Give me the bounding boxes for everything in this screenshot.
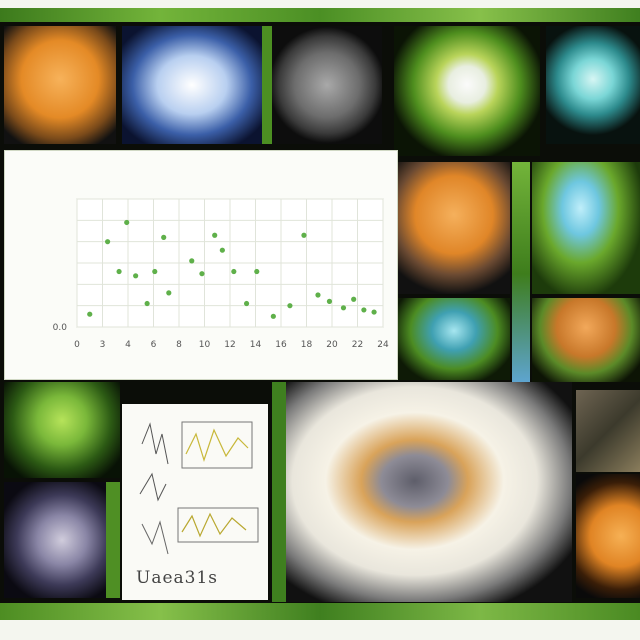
- x-tick-label: 20: [326, 340, 338, 350]
- data-point: [152, 268, 158, 275]
- notebook-sketch: Uaea31s: [122, 404, 268, 600]
- purple-cell-image: [4, 482, 120, 598]
- data-point: [199, 271, 205, 277]
- scatter-chart: 0 3 4 6 8 10 12 14 16 18 20 22 24 0.0: [53, 198, 389, 350]
- large-spore-cross-section-image: [286, 382, 572, 602]
- data-point: [144, 300, 150, 307]
- blue-cell-image: [122, 26, 262, 144]
- data-point: [166, 290, 172, 296]
- x-tick-label: 4: [125, 340, 131, 350]
- data-point: [340, 305, 347, 311]
- green-capsule-image: [398, 298, 510, 380]
- data-point: [243, 300, 250, 307]
- handwritten-scribble: Uaea31s: [136, 568, 219, 588]
- x-tick-label: 24: [377, 340, 389, 350]
- green-vertical-bar: [272, 382, 286, 602]
- orange-spore-image: [4, 26, 116, 144]
- orange-stalk-image: [532, 298, 640, 382]
- data-point: [124, 219, 130, 226]
- data-point: [351, 296, 357, 302]
- y-tick-label: 0.0: [53, 323, 68, 333]
- cyan-tentacle-image: [546, 26, 640, 144]
- chart-panel: 0 3 4 6 8 10 12 14 16 18 20 22 24 0.0: [4, 150, 398, 380]
- x-tick-label: 12: [224, 340, 235, 350]
- data-point: [116, 268, 122, 275]
- data-point: [270, 313, 276, 319]
- orange-fuzzy-spore-image: [576, 474, 640, 598]
- green-strip-left: [106, 482, 120, 598]
- bottom-green-band: [0, 603, 640, 620]
- data-point: [189, 258, 195, 264]
- data-point: [371, 309, 377, 315]
- top-green-band: [0, 8, 640, 22]
- x-tick-label: 10: [199, 340, 211, 350]
- orange-sporangium-image: [398, 162, 510, 294]
- data-point: [133, 273, 139, 279]
- data-point: [315, 292, 321, 298]
- x-tick-label: 6: [151, 340, 157, 350]
- x-tick-label: 0: [74, 340, 80, 350]
- gray-sphere-image: [272, 26, 382, 144]
- x-tick-label: 3: [100, 340, 106, 350]
- data-point: [219, 247, 225, 253]
- green-flower-cross-section-image: [394, 26, 540, 156]
- sketch-lines: [139, 421, 259, 555]
- green-tree-structure-image: [4, 382, 120, 478]
- green-side-bar: [512, 162, 530, 386]
- data-point: [326, 298, 333, 304]
- x-tick-label: 14: [250, 340, 262, 350]
- data-point: [87, 311, 93, 317]
- x-tick-label: 22: [352, 340, 363, 350]
- cyan-flower-section-image: [532, 162, 640, 294]
- data-point: [287, 303, 293, 309]
- data-point: [301, 232, 307, 238]
- brown-texture-image: [576, 390, 640, 472]
- x-tick-label: 18: [301, 340, 313, 350]
- x-tick-label: 8: [176, 340, 182, 350]
- data-point: [361, 307, 367, 313]
- data-point: [105, 239, 111, 245]
- x-tick-label: 16: [275, 340, 287, 350]
- green-divider: [262, 26, 272, 144]
- data-point: [212, 232, 218, 238]
- data-point: [231, 268, 237, 275]
- data-point: [254, 268, 260, 275]
- data-point: [161, 234, 167, 240]
